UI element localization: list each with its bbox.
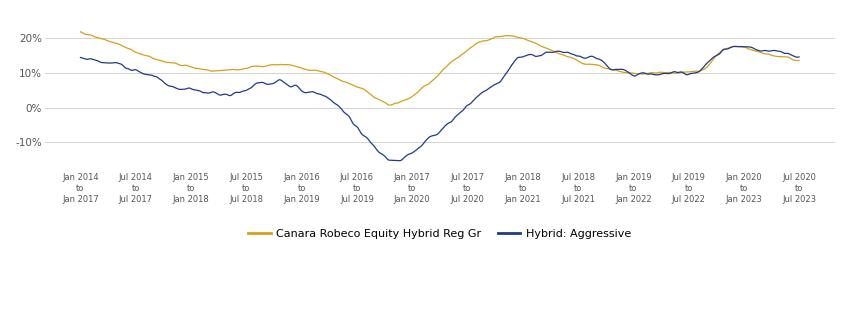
Legend: Canara Robeco Equity Hybrid Reg Gr, Hybrid: Aggressive: Canara Robeco Equity Hybrid Reg Gr, Hybr…: [244, 224, 636, 243]
